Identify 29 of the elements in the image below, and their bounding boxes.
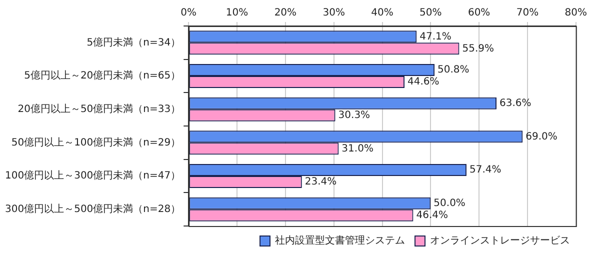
data-label: 50.8% xyxy=(438,64,470,76)
x-tick-label: 80% xyxy=(564,8,588,19)
x-tick-label: 20% xyxy=(274,8,297,19)
data-label: 30.3% xyxy=(338,110,370,121)
data-label: 44.6% xyxy=(408,76,440,88)
x-tick-label: 70% xyxy=(516,8,539,19)
data-label: 50.0% xyxy=(434,198,466,209)
data-label: 23.4% xyxy=(304,176,337,188)
data-label: 69.0% xyxy=(526,131,558,142)
data-label: 47.1% xyxy=(420,31,452,42)
legend-label: オンラインストレージサービス xyxy=(430,236,570,247)
y-tick-label: 5億円未満（n=34） xyxy=(86,36,181,48)
x-tick-label: 0% xyxy=(180,8,197,19)
data-label: 63.6% xyxy=(499,98,532,109)
data-label: 57.4% xyxy=(469,164,502,176)
y-tick-label: 100億円以上～300億円未満（n=47） xyxy=(4,170,181,182)
data-label: 46.4% xyxy=(416,210,448,221)
y-tick-label: 50億円以上～100億円未満（n=29） xyxy=(11,136,181,148)
legend-label: 社内設置型文書管理システム xyxy=(275,234,405,247)
data-label: 31.0% xyxy=(342,143,374,154)
data-label: 55.9% xyxy=(462,43,494,54)
x-tick-label: 50% xyxy=(420,8,442,19)
y-tick-label: 300億円以上～500億円未満（n=28） xyxy=(4,202,181,215)
x-tick-label: 40% xyxy=(371,8,394,19)
x-tick-label: 30% xyxy=(322,8,345,19)
y-tick-label: 5億円以上～20億円未満（n=65） xyxy=(24,70,181,82)
x-tick-label: 10% xyxy=(226,8,248,19)
x-tick-label: 60% xyxy=(468,8,490,19)
y-tick-label: 20億円以上～50億円未満（n=33） xyxy=(18,102,181,115)
